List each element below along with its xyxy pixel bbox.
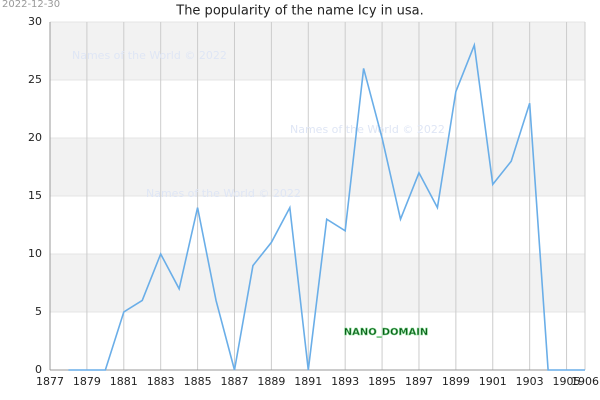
watermark: Names of the World © 2022: [146, 187, 301, 200]
x-tick-label: 1905: [553, 375, 581, 388]
x-tick-label: 1887: [220, 375, 248, 388]
y-tick-label: 20: [28, 131, 42, 144]
x-tick-label: 1893: [331, 375, 359, 388]
y-tick-label: 30: [28, 15, 42, 28]
badge: NANO_DOMAIN: [344, 327, 429, 338]
y-tick-label: 5: [35, 305, 42, 318]
x-tick-label: 1885: [184, 375, 212, 388]
grid-band: [50, 254, 585, 312]
y-tick-label: 10: [28, 247, 42, 260]
grid-band: [50, 138, 585, 196]
grid-band: [50, 22, 585, 80]
x-tick-label: 1899: [442, 375, 470, 388]
data-line: [68, 42, 585, 371]
y-tick-label: 0: [35, 363, 42, 376]
y-tick-label: 25: [28, 73, 42, 86]
x-tick-label: 1889: [257, 375, 285, 388]
x-tick-label: 1877: [36, 375, 64, 388]
x-tick-label: 1901: [479, 375, 507, 388]
watermark: Names of the World © 2022: [72, 49, 227, 62]
date-stamp: 2022-12-30: [2, 0, 60, 10]
x-tick-label: 1903: [516, 375, 544, 388]
watermark: Names of the World © 2022: [290, 123, 445, 136]
y-tick-label: 15: [28, 189, 42, 202]
x-tick-label: 1897: [405, 375, 433, 388]
chart-title: The popularity of the name Icy in usa.: [175, 4, 424, 19]
x-tick-label: 1879: [73, 375, 101, 388]
x-tick-label: 1883: [147, 375, 175, 388]
x-tick-label: 1895: [368, 375, 396, 388]
x-tick-label: 1906: [571, 375, 599, 388]
x-tick-label: 1881: [110, 375, 138, 388]
x-tick-label: 1891: [294, 375, 322, 388]
